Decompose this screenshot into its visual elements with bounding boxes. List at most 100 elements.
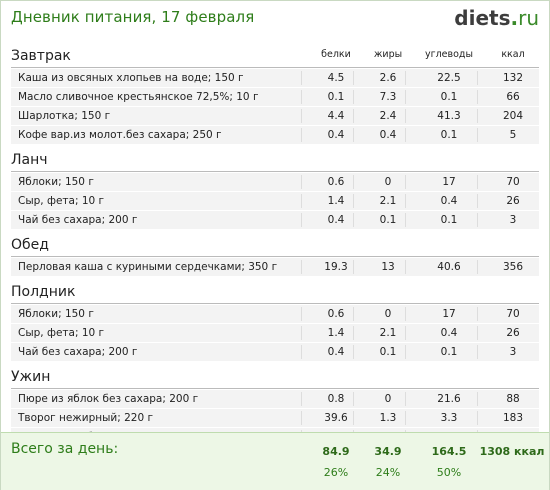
food-protein: 0.8: [327, 393, 345, 405]
total-fat: 34.9: [374, 445, 402, 458]
food-name: Пюре из яблок без сахара; 200 г: [18, 393, 199, 405]
food-fat: 1.3: [379, 412, 397, 424]
food-protein: 4.5: [327, 72, 345, 84]
food-fat: 2.6: [379, 72, 397, 84]
meal-heading: Полдник: [11, 283, 539, 304]
column-divider: [353, 213, 354, 227]
food-fat: 2.1: [379, 195, 397, 207]
food-protein: 39.6: [324, 412, 348, 424]
food-kcal: 26: [506, 327, 520, 339]
food-name: Сыр, фета; 10 г: [18, 327, 105, 339]
column-divider: [477, 260, 478, 274]
food-row[interactable]: Яблоки; 150 г 0.6 0 17 70: [11, 173, 539, 191]
column-divider: [353, 90, 354, 104]
logo-main: diets: [454, 6, 511, 30]
food-carbs: 0.1: [440, 214, 458, 226]
total-carbs: 164.5: [431, 445, 467, 458]
column-divider: [477, 392, 478, 406]
food-carbs: 22.5: [437, 72, 461, 84]
food-row[interactable]: Шарлотка; 150 г 4.4 2.4 41.3 204: [11, 107, 539, 125]
food-row[interactable]: Каша из овсяных хлопьев на воде; 150 г 4.…: [11, 69, 539, 87]
food-fat: 0.1: [379, 346, 397, 358]
meal-heading: Ланч: [11, 151, 539, 172]
food-row[interactable]: Сыр, фета; 10 г 1.4 2.1 0.4 26: [11, 192, 539, 210]
column-divider: [477, 326, 478, 340]
column-divider: [405, 260, 406, 274]
food-carbs: 41.3: [437, 110, 461, 122]
col-header-protein: белки: [321, 49, 351, 60]
food-name: Чай без сахара; 200 г: [18, 346, 138, 358]
column-divider: [477, 411, 478, 425]
column-divider: [301, 345, 302, 359]
column-divider: [301, 175, 302, 189]
column-divider: [301, 213, 302, 227]
column-divider: [405, 194, 406, 208]
column-divider: [353, 128, 354, 142]
food-name: Чай без сахара; 200 г: [18, 214, 138, 226]
column-divider: [301, 392, 302, 406]
column-divider: [405, 213, 406, 227]
page-title: Дневник питания, 17 февраля: [11, 8, 255, 26]
column-divider: [405, 345, 406, 359]
food-row[interactable]: Масло сливочное крестьянское 72,5%; 10 г…: [11, 88, 539, 106]
food-row[interactable]: Чай без сахара; 200 г 0.4 0.1 0.1 3: [11, 211, 539, 229]
column-divider: [301, 411, 302, 425]
meal-heading: Завтрак: [11, 47, 539, 68]
food-fat: 0.1: [379, 214, 397, 226]
food-protein: 19.3: [324, 261, 348, 273]
food-row[interactable]: Яблоки; 150 г 0.6 0 17 70: [11, 305, 539, 323]
col-header-carbs: углеводы: [424, 49, 473, 60]
column-divider: [301, 307, 302, 321]
column-divider: [301, 194, 302, 208]
column-divider: [353, 109, 354, 123]
column-divider: [405, 175, 406, 189]
food-fat: 0: [384, 176, 392, 188]
header: Дневник питания, 17 февраля diets.ru: [1, 1, 549, 39]
carbs-percent: 50%: [436, 466, 462, 479]
food-row[interactable]: Пюре из яблок без сахара; 200 г 0.8 0 21.6 8…: [11, 390, 539, 408]
food-fat: 2.4: [379, 110, 397, 122]
food-row[interactable]: Кофе вар.из молот.без сахара; 250 г 0.4 0.…: [11, 126, 539, 144]
food-protein: 0.1: [327, 91, 345, 103]
column-divider: [405, 392, 406, 406]
food-carbs: 17: [442, 308, 456, 320]
column-divider: [353, 307, 354, 321]
column-divider: [405, 411, 406, 425]
food-kcal: 26: [506, 195, 520, 207]
column-divider: [405, 90, 406, 104]
column-divider: [477, 109, 478, 123]
food-carbs: 0.1: [440, 91, 458, 103]
column-divider: [353, 392, 354, 406]
food-row[interactable]: Перловая каша с куриными сердечками; 350…: [11, 258, 539, 276]
food-carbs: 0.4: [440, 327, 458, 339]
column-divider: [405, 326, 406, 340]
food-carbs: 0.1: [440, 129, 458, 141]
site-logo[interactable]: diets.ru: [454, 6, 539, 30]
food-row[interactable]: Сыр, фета; 10 г 1.4 2.1 0.4 26: [11, 324, 539, 342]
column-divider: [405, 307, 406, 321]
meal-heading: Ужин: [11, 368, 539, 389]
food-kcal: 70: [506, 176, 520, 188]
food-name: Яблоки; 150 г: [18, 308, 94, 320]
column-divider: [353, 345, 354, 359]
food-fat: 0: [384, 308, 392, 320]
food-name: Яблоки; 150 г: [18, 176, 94, 188]
food-row[interactable]: Творог нежирный; 220 г 39.6 1.3 3.3 183: [11, 409, 539, 427]
food-kcal: 66: [506, 91, 520, 103]
total-kcal: 1308 ккал: [479, 445, 545, 458]
column-divider: [477, 213, 478, 227]
food-kcal: 3: [509, 346, 517, 358]
column-divider: [301, 326, 302, 340]
food-carbs: 17: [442, 176, 456, 188]
food-row[interactable]: Чай без сахара; 200 г 0.4 0.1 0.1 3: [11, 343, 539, 361]
food-protein: 0.4: [327, 346, 345, 358]
food-carbs: 3.3: [440, 412, 458, 424]
column-divider: [301, 90, 302, 104]
fat-percent: 24%: [375, 466, 401, 479]
food-name: Каша из овсяных хлопьев на воде; 150 г: [18, 72, 244, 84]
column-divider: [301, 260, 302, 274]
column-divider: [301, 109, 302, 123]
food-kcal: 356: [502, 261, 524, 273]
food-name: Творог нежирный; 220 г: [18, 412, 153, 424]
column-divider: [477, 90, 478, 104]
